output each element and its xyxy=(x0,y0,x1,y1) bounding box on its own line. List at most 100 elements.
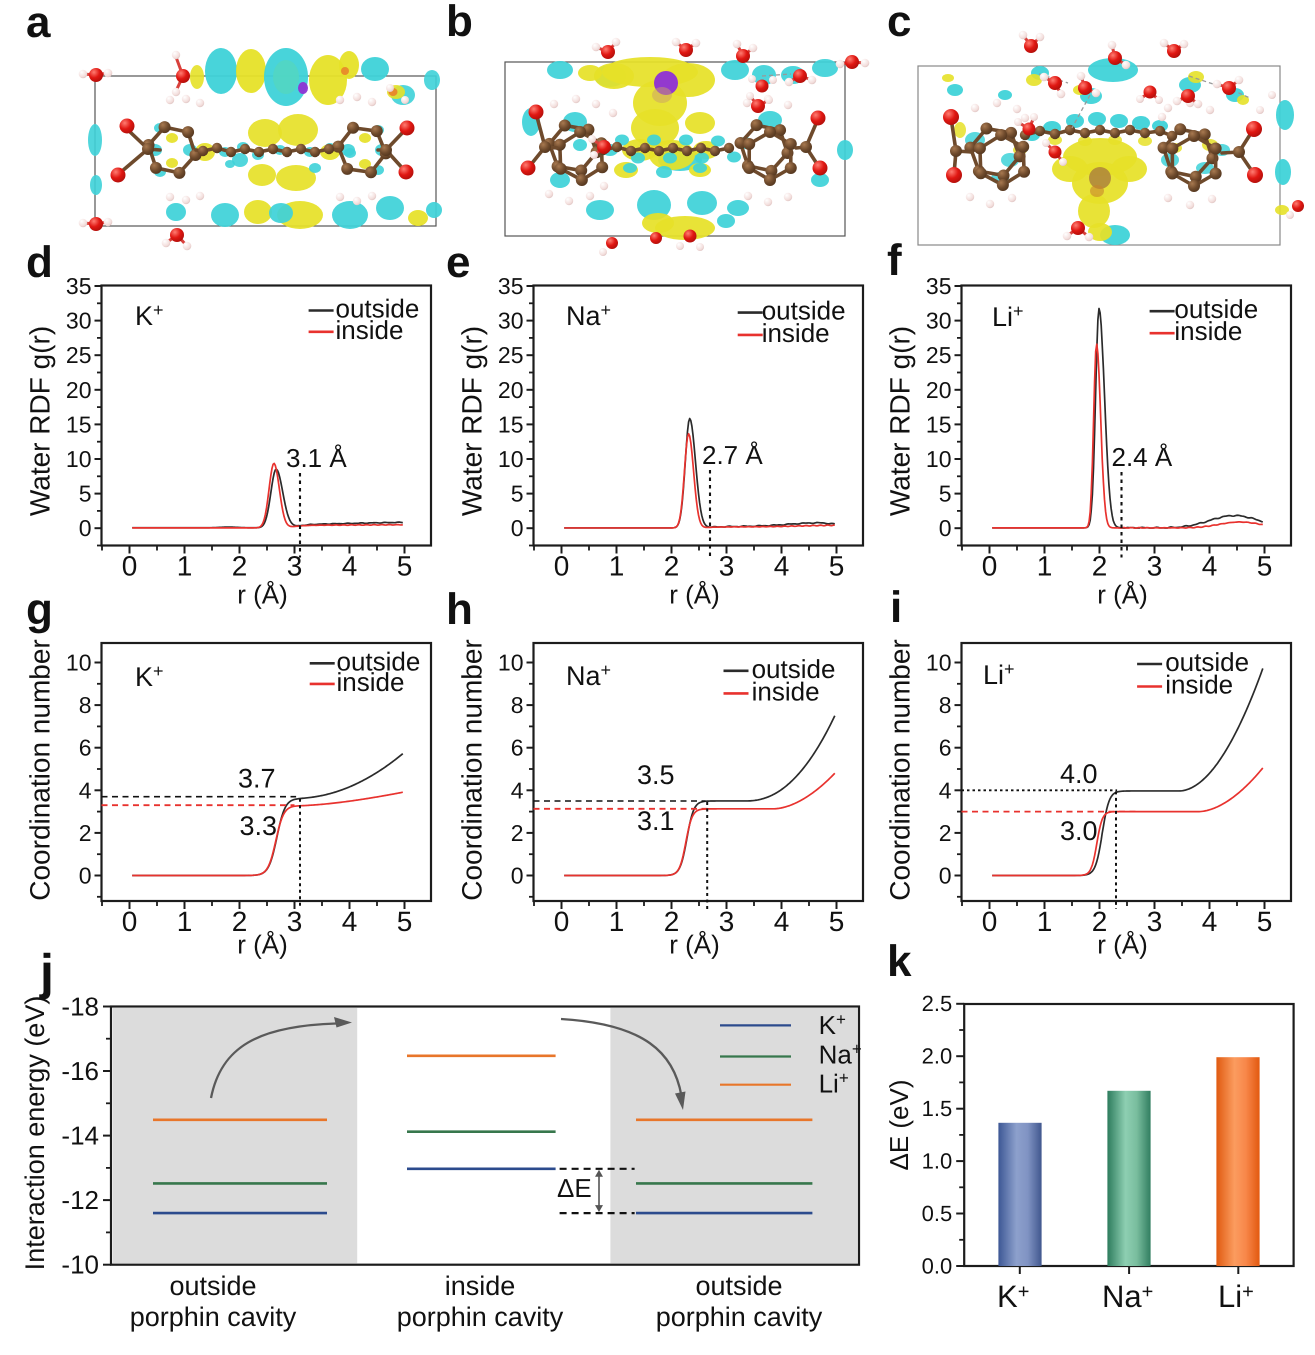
svg-text:0: 0 xyxy=(554,551,570,582)
svg-text:1: 1 xyxy=(609,551,625,582)
svg-text:8: 8 xyxy=(79,692,92,718)
svg-text:r (Å): r (Å) xyxy=(237,930,288,960)
svg-text:Water RDF g(r): Water RDF g(r) xyxy=(885,326,916,516)
svg-text:Coordination number: Coordination number xyxy=(457,639,488,901)
svg-text:h: h xyxy=(446,585,473,634)
svg-text:2: 2 xyxy=(232,906,248,937)
svg-text:3.3: 3.3 xyxy=(240,811,278,841)
svg-text:8: 8 xyxy=(511,692,524,718)
svg-text:6: 6 xyxy=(511,735,524,761)
svg-text:20: 20 xyxy=(498,377,524,403)
svg-text:0: 0 xyxy=(939,515,952,541)
svg-text:4: 4 xyxy=(1202,551,1218,582)
svg-text:a: a xyxy=(26,0,51,47)
svg-text:r (Å): r (Å) xyxy=(1097,580,1148,610)
svg-text:3.1 Å: 3.1 Å xyxy=(286,443,347,473)
svg-text:0: 0 xyxy=(122,906,138,937)
svg-text:4: 4 xyxy=(342,906,358,937)
svg-text:porphin cavity: porphin cavity xyxy=(130,1302,297,1332)
svg-text:4: 4 xyxy=(342,551,358,582)
svg-text:3.5: 3.5 xyxy=(637,760,675,790)
svg-text:5: 5 xyxy=(511,481,524,507)
svg-text:2: 2 xyxy=(939,820,952,846)
svg-text:0: 0 xyxy=(122,551,138,582)
svg-text:0: 0 xyxy=(982,906,998,937)
svg-text:3: 3 xyxy=(287,906,303,937)
svg-text:6: 6 xyxy=(79,735,92,761)
svg-text:5: 5 xyxy=(829,906,845,937)
svg-text:2: 2 xyxy=(79,820,92,846)
svg-text:inside: inside xyxy=(752,676,820,706)
svg-text:2.7 Å: 2.7 Å xyxy=(702,440,763,470)
svg-text:4.0: 4.0 xyxy=(1060,759,1098,789)
svg-text:0: 0 xyxy=(511,515,524,541)
svg-text:5: 5 xyxy=(1257,551,1273,582)
svg-text:b: b xyxy=(446,0,473,46)
svg-text:2: 2 xyxy=(664,906,680,937)
svg-text:5: 5 xyxy=(397,906,413,937)
svg-text:2: 2 xyxy=(232,551,248,582)
svg-text:Interaction energy (eV): Interaction energy (eV) xyxy=(20,996,50,1271)
svg-text:inside: inside xyxy=(336,315,404,345)
svg-text:30: 30 xyxy=(498,308,524,334)
svg-text:25: 25 xyxy=(498,342,524,368)
svg-text:8: 8 xyxy=(939,692,952,718)
svg-text:outside: outside xyxy=(752,654,836,684)
svg-text:j: j xyxy=(39,944,54,1000)
svg-text:0: 0 xyxy=(511,863,524,889)
svg-text:10: 10 xyxy=(498,650,524,676)
svg-text:2: 2 xyxy=(1092,551,1108,582)
svg-text:outside: outside xyxy=(762,296,846,326)
svg-text:Water RDF g(r): Water RDF g(r) xyxy=(457,326,488,516)
svg-text:2.5: 2.5 xyxy=(922,991,953,1016)
svg-text:k: k xyxy=(887,937,912,986)
svg-text:10: 10 xyxy=(66,650,92,676)
svg-text:outside: outside xyxy=(1165,647,1249,677)
svg-text:2.0: 2.0 xyxy=(922,1044,953,1069)
svg-text:5: 5 xyxy=(1257,906,1273,937)
svg-text:1: 1 xyxy=(609,906,625,937)
svg-text:15: 15 xyxy=(66,411,92,437)
svg-text:g: g xyxy=(26,585,53,634)
svg-text:0: 0 xyxy=(982,551,998,582)
svg-text:porphin cavity: porphin cavity xyxy=(397,1302,564,1332)
svg-text:outside: outside xyxy=(695,1271,782,1301)
svg-text:outside: outside xyxy=(169,1271,256,1301)
svg-text:2: 2 xyxy=(511,820,524,846)
svg-text:inside: inside xyxy=(1174,316,1242,346)
svg-text:0: 0 xyxy=(79,515,92,541)
svg-text:3: 3 xyxy=(719,906,735,937)
svg-text:r (Å): r (Å) xyxy=(669,930,720,960)
svg-text:5: 5 xyxy=(79,481,92,507)
svg-text:30: 30 xyxy=(66,308,92,334)
svg-text:i: i xyxy=(890,583,902,632)
svg-text:35: 35 xyxy=(498,273,524,299)
svg-text:0: 0 xyxy=(939,863,952,889)
svg-text:1.0: 1.0 xyxy=(922,1149,953,1174)
svg-text:4: 4 xyxy=(79,777,92,803)
svg-text:0: 0 xyxy=(79,863,92,889)
svg-text:ΔE: ΔE xyxy=(557,1173,592,1203)
svg-text:30: 30 xyxy=(926,308,952,334)
svg-text:-14: -14 xyxy=(61,1121,99,1151)
svg-text:inside: inside xyxy=(445,1271,516,1301)
svg-text:2: 2 xyxy=(664,551,680,582)
svg-text:10: 10 xyxy=(66,446,92,472)
svg-text:3: 3 xyxy=(1147,906,1163,937)
svg-text:5: 5 xyxy=(397,551,413,582)
svg-text:r (Å): r (Å) xyxy=(669,580,720,610)
svg-text:0.0: 0.0 xyxy=(922,1254,953,1279)
svg-text:3.1: 3.1 xyxy=(637,806,675,836)
svg-text:outside: outside xyxy=(337,646,421,676)
svg-text:20: 20 xyxy=(66,377,92,403)
svg-text:4: 4 xyxy=(774,551,790,582)
svg-text:4: 4 xyxy=(1202,906,1218,937)
svg-text:inside: inside xyxy=(1165,670,1233,700)
svg-text:e: e xyxy=(446,238,470,287)
svg-text:3.0: 3.0 xyxy=(1060,816,1098,846)
svg-text:10: 10 xyxy=(926,650,952,676)
svg-text:25: 25 xyxy=(66,342,92,368)
svg-text:35: 35 xyxy=(66,273,92,299)
svg-text:10: 10 xyxy=(498,446,524,472)
svg-text:4: 4 xyxy=(939,777,952,803)
